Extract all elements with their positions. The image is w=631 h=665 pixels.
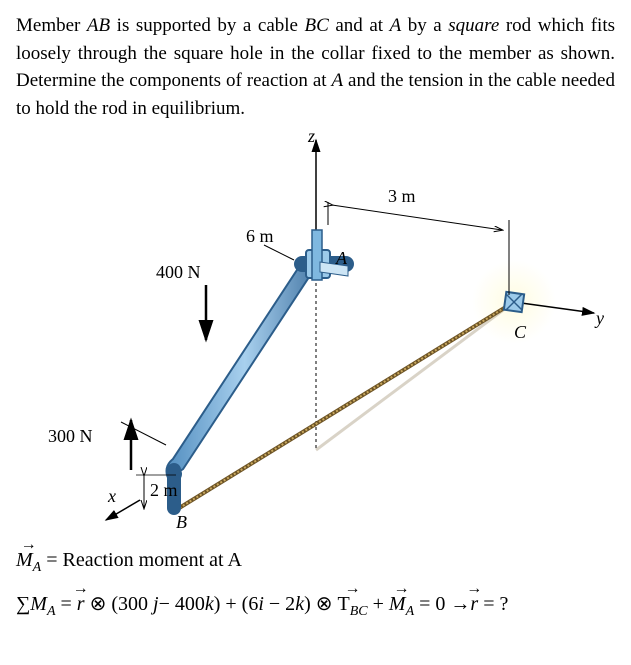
eq-m2: M — [30, 593, 47, 615]
eq-j: j — [148, 593, 159, 615]
text: by a — [401, 15, 448, 36]
eq-plus: + — [368, 593, 389, 615]
eq-cross2: ) ⊗ — [304, 593, 337, 615]
equation-1: MA = Reaction moment at A — [16, 542, 615, 580]
eq-k: k — [205, 593, 214, 615]
text: and at — [329, 15, 390, 36]
label-x: x — [108, 486, 116, 507]
eq-t: T — [338, 593, 350, 615]
text: is supported by a cable — [110, 15, 304, 36]
word-square: square — [448, 15, 499, 36]
label-y: y — [596, 308, 604, 329]
eq-sum: ∑ — [16, 593, 30, 615]
eq-paren: ) + (6 — [214, 593, 259, 615]
var-a: A — [390, 15, 402, 36]
problem-statement: Member AB is supported by a cable BC and… — [16, 12, 615, 122]
eq-m3: M — [389, 593, 406, 615]
force-300 — [121, 420, 166, 470]
label-z: z — [308, 126, 315, 147]
eq-m: M — [16, 549, 33, 571]
label-b: B — [176, 512, 187, 533]
figure: z y x 3 m 6 m 2 m 400 N 300 N A B C — [16, 130, 616, 530]
label-400n: 400 N — [156, 262, 201, 283]
eq-r1: r — [77, 586, 85, 622]
eq-sub-a3: A — [406, 604, 415, 619]
eq-k2: k — [295, 593, 304, 615]
label-2m: 2 m — [150, 480, 178, 501]
eq-sub-a: A — [33, 560, 42, 575]
var-ab: AB — [87, 15, 110, 36]
eq-m2k: − 2 — [264, 593, 295, 615]
var-a2: A — [332, 70, 344, 91]
eq-sub-bc: BC — [350, 604, 368, 619]
cable-bc — [176, 302, 514, 510]
eq-m400: − 400 — [159, 593, 205, 615]
eq-eq: = — [56, 593, 72, 615]
eq-sub-a2: A — [47, 604, 56, 619]
eq-r2: r — [470, 586, 478, 622]
point-c-marker — [504, 292, 524, 312]
dim-6m — [264, 245, 294, 260]
label-300n: 300 N — [48, 426, 93, 447]
eq-zero: = 0 → — [414, 593, 470, 615]
eq-text: = Reaction moment at A — [41, 549, 242, 571]
text: Member — [16, 15, 87, 36]
equation-2: ∑MA = r ⊗ (300 j− 400k) + (6i − 2k) ⊗ TB… — [16, 586, 615, 624]
label-a: A — [336, 248, 347, 269]
label-6m: 6 m — [246, 226, 274, 247]
var-bc: BC — [305, 15, 329, 36]
label-c: C — [514, 322, 526, 343]
eq-q: = ? — [478, 593, 508, 615]
label-3m: 3 m — [388, 186, 416, 207]
eq-cross1: ⊗ (300 — [85, 593, 148, 615]
